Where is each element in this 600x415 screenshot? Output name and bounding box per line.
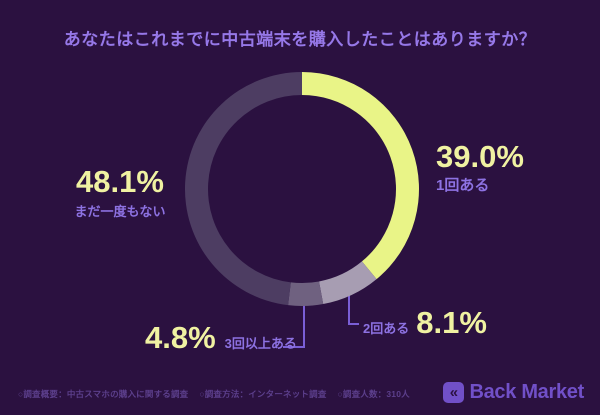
survey-footnote: ○調査概要：中古スマホの購入に関する調査 ○調査方法：インターネット調査 ○調査人数… xyxy=(18,388,421,400)
never-label: まだ一度もない xyxy=(74,204,166,219)
donut-segments xyxy=(184,72,420,307)
annotation-once: 39.0% 1回ある xyxy=(436,141,524,195)
annotation-three-plus: 4.8% 3回以上ある xyxy=(145,322,297,353)
three-plus-percent: 4.8% xyxy=(145,320,216,355)
back-market-logo-text: Back Market xyxy=(469,381,584,403)
back-market-logo-icon: « xyxy=(443,382,465,403)
annotation-twice: 2回ある 8.1% xyxy=(363,307,487,338)
three-plus-label: 3回以上ある xyxy=(224,336,297,351)
footnote-sample: ○調査人数：310人 xyxy=(337,389,410,399)
chart-title: あなたはこれまでに中古端末を購入したことはありますか？ xyxy=(63,30,537,49)
donut-segment-2 xyxy=(288,281,324,307)
donut-segment-0 xyxy=(302,72,420,280)
twice-label: 2回ある xyxy=(363,321,410,336)
donut-segment-3 xyxy=(184,72,302,306)
back-market-logo: « Back Market xyxy=(443,381,584,404)
donut-segment-1 xyxy=(319,261,377,305)
leader-line-three-plus xyxy=(283,296,305,348)
once-label: 1回ある xyxy=(436,177,490,194)
once-percent: 39.0% xyxy=(436,139,524,174)
leader-line-twice xyxy=(348,288,359,325)
twice-percent: 8.1% xyxy=(416,305,487,340)
footnote-overview: ○調査概要：中古スマホの購入に関する調査 xyxy=(18,389,189,399)
annotation-never: 48.1% まだ一度もない xyxy=(45,166,195,220)
footnote-method: ○調査方法：インターネット調査 xyxy=(199,389,327,399)
never-percent: 48.1% xyxy=(76,164,164,199)
